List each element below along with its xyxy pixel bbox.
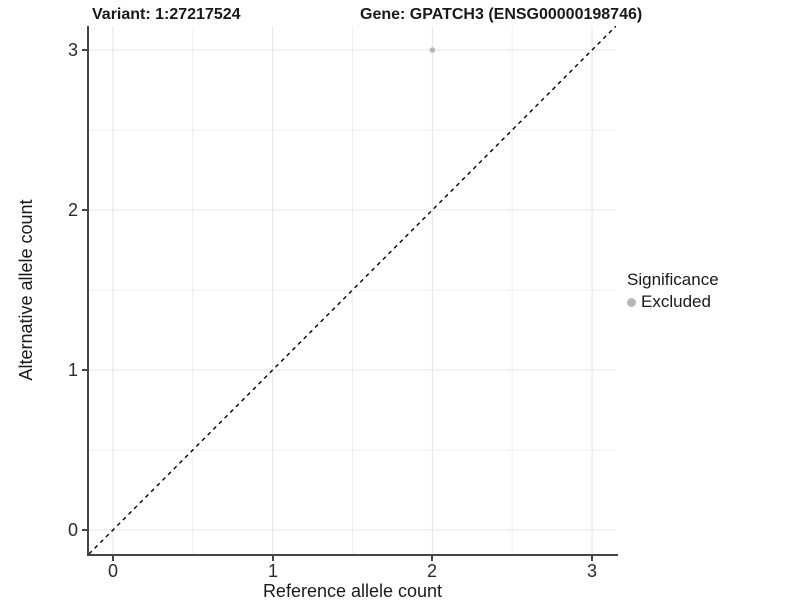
y-axis-title: Alternative allele count — [16, 199, 36, 381]
x-axis-title: Reference allele count — [262, 581, 443, 600]
legend: Significance Excluded — [627, 270, 719, 312]
y-tick-mark — [82, 209, 87, 211]
y-tick-label: 0 — [67, 520, 78, 540]
legend-item-label: Excluded — [641, 292, 711, 311]
x-axis-line — [87, 554, 618, 556]
x-tick-label: 3 — [586, 561, 597, 581]
y-tick-label: 2 — [67, 200, 78, 220]
y-tick-label: 1 — [67, 360, 78, 380]
y-axis-line — [87, 26, 89, 556]
y-tick-mark — [82, 369, 87, 371]
legend-item-excluded: Excluded — [627, 292, 719, 312]
data-point — [429, 47, 436, 53]
x-tick-mark — [591, 556, 593, 561]
plot-title-gene: Gene: GPATCH3 (ENSG00000198746) — [360, 6, 643, 23]
x-tick-mark — [431, 556, 433, 561]
plot-title-variant: Variant: 1:27217524 — [92, 6, 241, 23]
legend-title: Significance — [627, 270, 719, 289]
x-tick-label: 1 — [267, 561, 278, 581]
y-tick-mark — [82, 49, 87, 51]
x-tick-label: 2 — [426, 561, 437, 581]
x-tick-mark — [112, 556, 114, 561]
plot-area — [89, 26, 616, 554]
y-tick-mark — [82, 529, 87, 531]
y-tick-label: 3 — [67, 40, 78, 60]
x-tick-label: 0 — [107, 561, 118, 581]
x-tick-mark — [272, 556, 274, 561]
legend-point-icon — [627, 297, 636, 307]
